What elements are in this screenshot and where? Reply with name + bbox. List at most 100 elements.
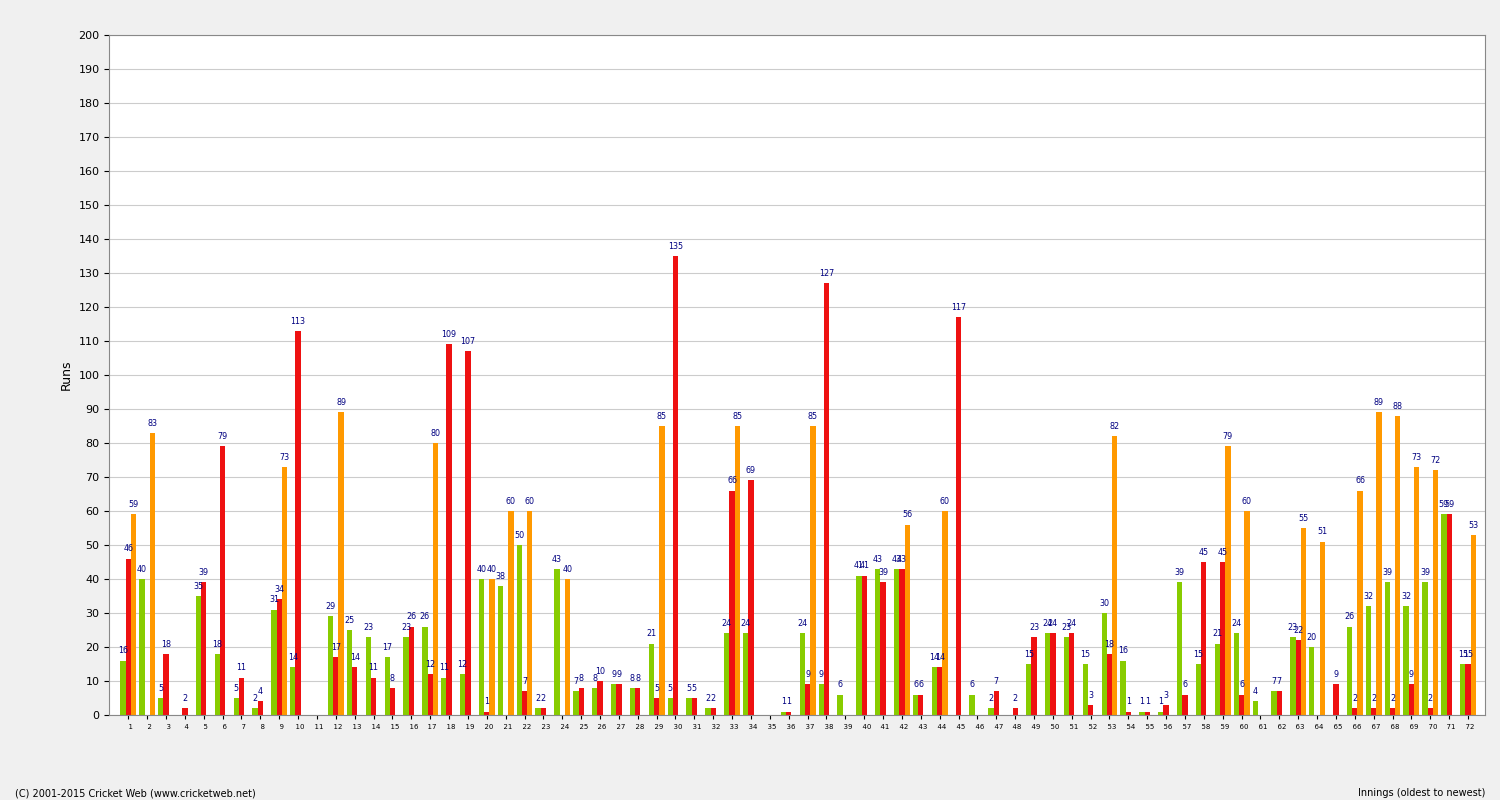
Text: 16: 16 bbox=[1118, 646, 1128, 655]
Bar bbox=[1083, 664, 1088, 715]
Bar bbox=[648, 643, 654, 715]
Bar bbox=[837, 694, 843, 715]
Bar bbox=[1182, 694, 1188, 715]
Bar bbox=[130, 514, 136, 715]
Text: 23: 23 bbox=[1029, 622, 1039, 632]
Text: 6: 6 bbox=[914, 681, 918, 690]
Text: 79: 79 bbox=[217, 432, 228, 442]
Text: 1: 1 bbox=[1140, 698, 1144, 706]
Text: 24: 24 bbox=[1042, 619, 1053, 628]
Text: 3: 3 bbox=[1164, 690, 1168, 700]
Text: 39: 39 bbox=[1420, 568, 1430, 578]
Text: 20: 20 bbox=[1306, 633, 1317, 642]
Text: 55: 55 bbox=[1299, 514, 1308, 523]
Text: 32: 32 bbox=[1401, 592, 1411, 601]
Bar bbox=[1414, 466, 1419, 715]
Bar bbox=[1272, 691, 1276, 715]
Text: 43: 43 bbox=[552, 554, 562, 564]
Bar bbox=[1120, 661, 1125, 715]
Text: 66: 66 bbox=[1354, 477, 1365, 486]
Bar bbox=[1112, 436, 1118, 715]
Text: 7: 7 bbox=[1272, 677, 1276, 686]
Bar bbox=[735, 426, 740, 715]
Bar bbox=[1101, 613, 1107, 715]
Text: 31: 31 bbox=[268, 595, 279, 605]
Text: 39: 39 bbox=[198, 568, 208, 578]
Bar bbox=[1428, 708, 1432, 715]
Text: 9: 9 bbox=[610, 670, 616, 679]
Bar bbox=[1088, 705, 1094, 715]
Bar bbox=[366, 637, 370, 715]
Bar bbox=[1310, 647, 1314, 715]
Bar bbox=[370, 678, 376, 715]
Bar bbox=[447, 344, 452, 715]
Bar bbox=[542, 708, 546, 715]
Text: 73: 73 bbox=[1412, 453, 1422, 462]
Bar bbox=[938, 667, 942, 715]
Bar bbox=[478, 579, 484, 715]
Bar bbox=[526, 511, 532, 715]
Bar bbox=[668, 698, 674, 715]
Bar bbox=[988, 708, 993, 715]
Bar bbox=[1239, 694, 1244, 715]
Bar bbox=[1395, 416, 1401, 715]
Text: 34: 34 bbox=[274, 586, 284, 594]
Text: 7: 7 bbox=[522, 677, 526, 686]
Bar bbox=[1404, 606, 1408, 715]
Text: 85: 85 bbox=[732, 412, 742, 421]
Text: 2: 2 bbox=[1013, 694, 1017, 703]
Text: 53: 53 bbox=[1468, 521, 1479, 530]
Text: 85: 85 bbox=[808, 412, 818, 421]
Bar bbox=[1233, 634, 1239, 715]
Text: 24: 24 bbox=[722, 619, 732, 628]
Bar bbox=[729, 490, 735, 715]
Bar bbox=[616, 684, 621, 715]
Bar bbox=[1442, 514, 1446, 715]
Text: 6: 6 bbox=[837, 681, 843, 690]
Bar bbox=[914, 694, 918, 715]
Text: 135: 135 bbox=[668, 242, 682, 251]
Text: Innings (oldest to newest): Innings (oldest to newest) bbox=[1358, 788, 1485, 798]
Text: 1: 1 bbox=[1158, 698, 1164, 706]
Text: 6: 6 bbox=[1239, 681, 1244, 690]
Text: 6: 6 bbox=[918, 681, 924, 690]
Text: 56: 56 bbox=[902, 510, 912, 519]
Bar bbox=[465, 351, 471, 715]
Bar bbox=[579, 688, 584, 715]
Bar bbox=[993, 691, 999, 715]
Text: 8: 8 bbox=[592, 674, 597, 682]
Text: 1: 1 bbox=[782, 698, 786, 706]
Text: 2: 2 bbox=[183, 694, 188, 703]
Text: 88: 88 bbox=[1394, 402, 1402, 410]
Bar bbox=[856, 575, 861, 715]
Text: 41: 41 bbox=[859, 562, 868, 570]
Text: 35: 35 bbox=[194, 582, 204, 591]
Bar bbox=[484, 711, 489, 715]
Bar bbox=[654, 698, 660, 715]
Bar bbox=[1158, 711, 1164, 715]
Bar bbox=[1276, 691, 1282, 715]
Bar bbox=[932, 667, 938, 715]
Bar bbox=[711, 708, 716, 715]
Text: 2: 2 bbox=[705, 694, 711, 703]
Bar bbox=[1215, 643, 1219, 715]
Bar bbox=[460, 674, 465, 715]
Text: 14: 14 bbox=[930, 654, 939, 662]
Text: 59: 59 bbox=[1444, 500, 1455, 510]
Text: 127: 127 bbox=[819, 269, 834, 278]
Bar bbox=[238, 678, 244, 715]
Text: 5: 5 bbox=[654, 684, 658, 693]
Bar bbox=[1107, 654, 1112, 715]
Bar bbox=[1300, 528, 1306, 715]
Text: 117: 117 bbox=[951, 303, 966, 312]
Text: 9: 9 bbox=[1334, 670, 1338, 679]
Text: 38: 38 bbox=[495, 572, 506, 581]
Bar bbox=[1226, 446, 1230, 715]
Text: 17: 17 bbox=[332, 643, 340, 652]
Text: 5: 5 bbox=[158, 684, 164, 693]
Text: 14: 14 bbox=[288, 654, 298, 662]
Text: 24: 24 bbox=[741, 619, 750, 628]
Text: 30: 30 bbox=[1100, 599, 1108, 608]
Bar bbox=[1334, 684, 1338, 715]
Text: 8: 8 bbox=[630, 674, 634, 682]
